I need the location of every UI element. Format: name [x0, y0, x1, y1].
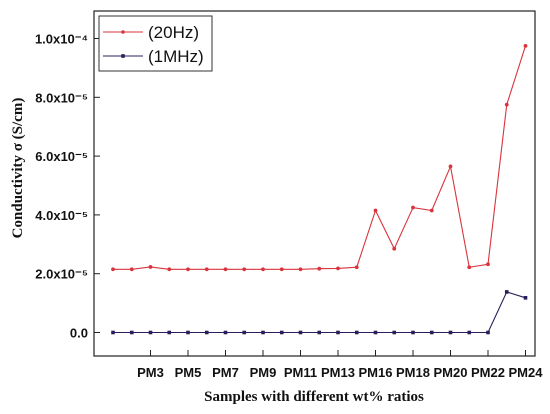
x-tick-label: PM22: [471, 365, 505, 380]
data-point: [279, 330, 284, 335]
data-point: [429, 330, 434, 335]
data-point: [523, 296, 528, 300]
y-axis-ticks: 0.0 2.0x10⁻⁵ 4.0x10⁻⁵ 6.0x10⁻⁵ 8.0x10⁻⁵ 1.0x1…: [35, 32, 100, 341]
data-point: [354, 265, 359, 270]
data-point: [204, 267, 209, 272]
data-point: [317, 330, 322, 335]
data-point: [336, 266, 340, 271]
x-tick-label: PM3: [137, 365, 164, 380]
data-point: [504, 102, 509, 107]
x-tick-label: PM24: [509, 365, 544, 380]
y-tick-label: 2.0x10⁻⁵: [35, 267, 88, 282]
data-point: [467, 265, 472, 270]
data-point: [392, 246, 397, 251]
data-point: [298, 330, 303, 335]
y-axis-title: Conductivity σ (S/cm): [10, 98, 26, 239]
data-point: [261, 267, 265, 272]
data-point: [429, 208, 434, 213]
data-point: [411, 205, 415, 210]
y-tick-label: 0.0: [70, 326, 88, 341]
data-point: [411, 330, 415, 335]
series-line-0: [113, 45, 527, 270]
data-point: [111, 330, 115, 335]
x-axis-title: Samples with different wt% ratios: [204, 389, 424, 405]
y-tick-label: 4.0x10⁻⁵: [35, 208, 88, 223]
data-point: [242, 267, 247, 272]
data-point: [167, 267, 172, 272]
x-axis-ticks: PM3 PM5 PM7 PM9 PM11 PM13 PM16 PM18 PM20 PM22 PM24: [137, 350, 543, 380]
legend-marker-20hz: [121, 30, 125, 34]
data-point: [467, 330, 472, 335]
data-point: [279, 267, 284, 272]
data-point: [148, 265, 153, 269]
x-tick-label: PM16: [359, 365, 393, 380]
data-point: [354, 330, 359, 335]
y-tick-label: 1.0x10⁻⁴: [35, 32, 88, 47]
data-point: [486, 262, 490, 267]
data-point: [373, 330, 378, 335]
y-tick-label: 8.0x10⁻⁵: [35, 90, 88, 105]
data-point: [186, 267, 190, 272]
data-point: [486, 330, 490, 335]
data-point: [448, 330, 453, 335]
legend-marker-1mhz: [121, 54, 125, 58]
x-tick-label: PM20: [434, 365, 468, 380]
data-point: [298, 267, 303, 272]
data-point: [523, 43, 528, 48]
data-point: [111, 267, 115, 272]
x-tick-label: PM9: [250, 365, 277, 380]
data-point: [317, 266, 322, 271]
data-point: [448, 164, 453, 169]
y-tick-label: 6.0x10⁻⁵: [35, 149, 88, 164]
data-point: [504, 290, 509, 294]
data-point: [223, 330, 228, 335]
data-point: [148, 330, 153, 335]
x-tick-label: PM5: [175, 365, 202, 380]
plot-frame: [93, 10, 536, 357]
x-tick-label: PM7: [212, 365, 239, 380]
data-point: [186, 330, 190, 335]
data-point: [336, 330, 340, 335]
series-group: [111, 43, 528, 335]
data-point: [223, 267, 228, 272]
x-tick-label: PM13: [321, 365, 355, 380]
data-point: [204, 330, 209, 335]
legend-label-1mhz: (1MHz): [148, 47, 204, 66]
legend-box: [98, 15, 213, 72]
x-tick-label: PM11: [284, 365, 317, 380]
data-point: [167, 330, 172, 335]
data-point: [392, 330, 397, 335]
data-point: [129, 267, 134, 272]
data-point: [373, 208, 378, 213]
legend-label-20hz: (20Hz): [148, 23, 199, 42]
series-line-1: [113, 291, 526, 334]
data-point: [261, 330, 265, 335]
data-point: [242, 330, 247, 335]
data-point: [129, 330, 134, 335]
legend: (20Hz) (1MHz): [98, 15, 213, 72]
x-tick-label: PM18: [396, 365, 430, 380]
